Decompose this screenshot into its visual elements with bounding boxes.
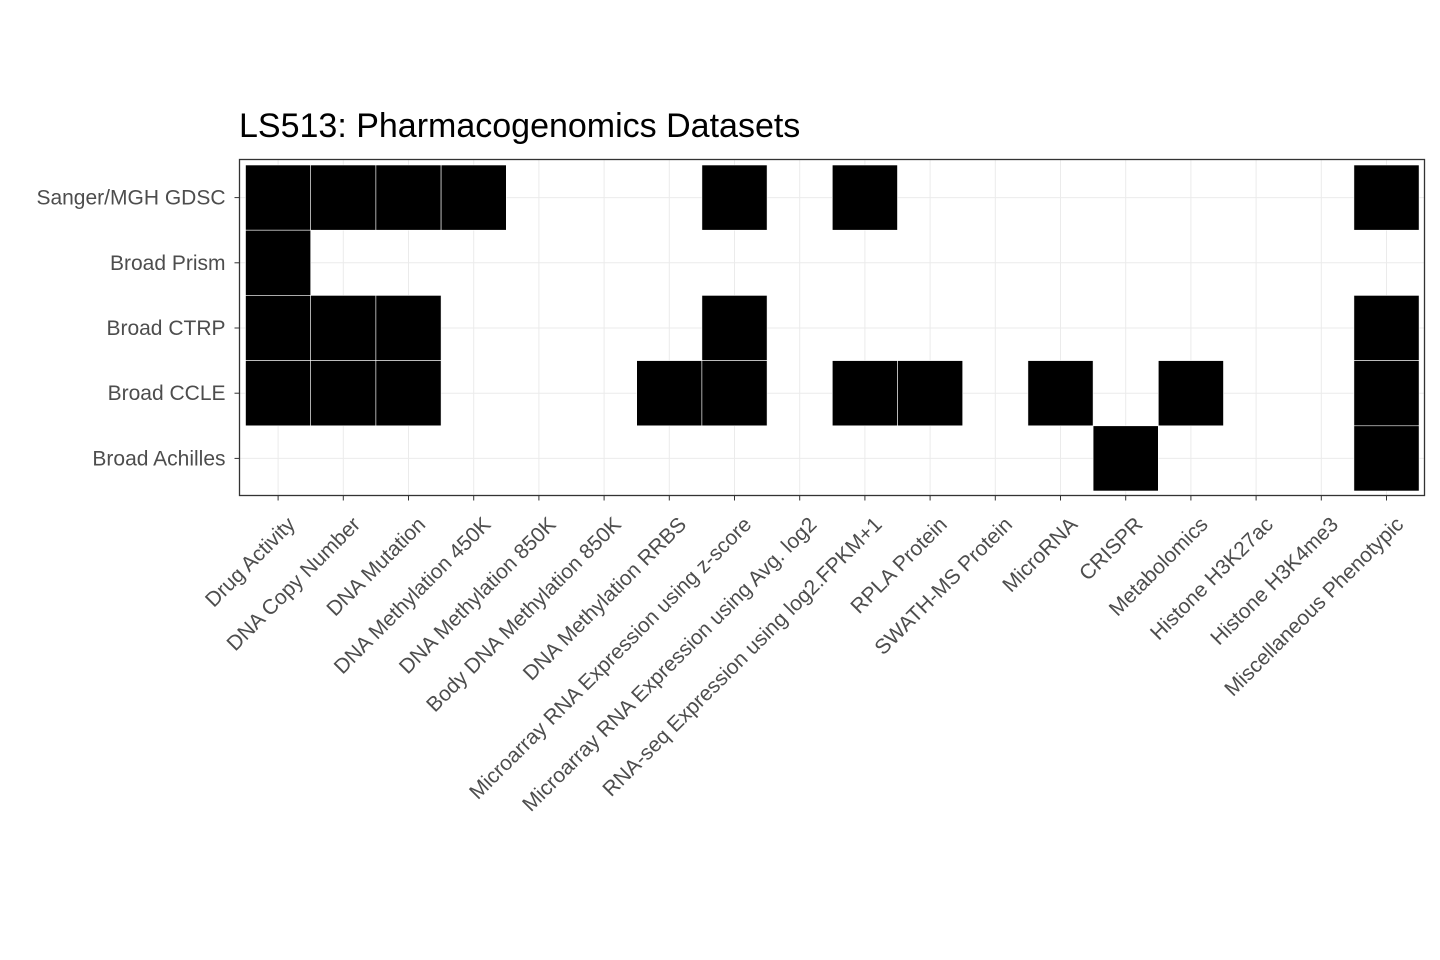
heatmap-cell (1027, 360, 1094, 427)
heatmap-cell (375, 295, 442, 361)
heatmap-cells (245, 164, 1420, 492)
y-tick-label: Sanger/MGH GDSC (36, 187, 225, 210)
heatmap-cell (310, 164, 377, 231)
heatmap-cell (636, 360, 703, 427)
heatmap-cell (1353, 360, 1420, 427)
y-tick-label: Broad Achilles (92, 447, 225, 470)
y-axis-ticks: Sanger/MGH GDSC Broad Prism Broad CTRP Broa… (36, 187, 240, 470)
heatmap-cell (245, 164, 311, 231)
heatmap-cell (1353, 425, 1420, 492)
heatmap-cell (1353, 164, 1420, 231)
heatmap-cell (440, 164, 507, 231)
y-tick-label: Broad CTRP (106, 317, 225, 340)
heatmap-cell (1158, 360, 1224, 427)
heatmap-cell (701, 164, 768, 231)
heatmap-cell (701, 360, 768, 427)
heatmap-cell (1092, 425, 1159, 492)
heatmap-cell (831, 360, 898, 427)
y-tick-label: Broad CCLE (108, 382, 226, 405)
heatmap-cell (245, 360, 311, 427)
heatmap-cell (831, 164, 898, 231)
chart-title: LS513: Pharmacogenomics Datasets (239, 107, 800, 145)
heatmap-cell (310, 360, 377, 427)
heatmap-cell (245, 229, 311, 296)
heatmap-cell (245, 295, 311, 361)
heatmap-cell (897, 360, 963, 427)
heatmap-cell (310, 295, 377, 361)
heatmap-cell (375, 164, 442, 231)
y-tick-label: Broad Prism (110, 252, 226, 275)
heatmap-cell (1353, 295, 1420, 361)
heatmap-cell (375, 360, 442, 427)
heatmap-cell (701, 295, 768, 361)
